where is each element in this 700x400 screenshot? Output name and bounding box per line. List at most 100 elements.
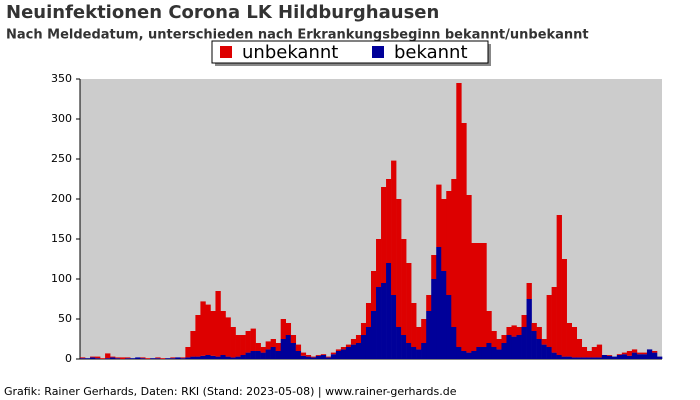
bar-segment — [365, 327, 372, 359]
bar-segment — [275, 351, 281, 359]
bar-segment — [250, 351, 256, 359]
bar-segment — [295, 351, 302, 359]
bar-segment — [335, 349, 342, 351]
bar-segment — [325, 356, 332, 358]
bar-segment — [591, 347, 598, 358]
bar-segment — [511, 336, 517, 359]
bar-segment — [230, 357, 236, 359]
bar-segment — [305, 356, 312, 359]
bar-segment — [496, 339, 502, 350]
bar-segment — [240, 355, 246, 359]
bar-segment — [190, 356, 196, 359]
bar-segment — [636, 354, 643, 359]
bar-segment — [441, 199, 447, 271]
bar-segment — [250, 328, 256, 351]
bar-segment — [105, 358, 111, 359]
bar-segment — [461, 123, 467, 351]
bar-segment — [601, 355, 608, 359]
bar-segment — [220, 311, 226, 355]
bar-segment — [300, 355, 307, 359]
bar-segment — [310, 356, 317, 358]
bar-segment — [446, 191, 452, 295]
bar-segment — [431, 279, 437, 359]
bar-segment — [461, 351, 467, 359]
bar-segment — [391, 295, 397, 359]
bar-segment — [170, 357, 176, 359]
bar-segment — [536, 339, 542, 359]
bar-segment — [566, 356, 572, 359]
bar-segment — [90, 357, 96, 359]
y-tick-label: 0 — [65, 352, 72, 365]
bar-segment — [606, 355, 613, 359]
bar-segment — [290, 343, 297, 359]
bar-segment — [225, 356, 231, 359]
bar-segment — [551, 287, 557, 353]
bar-segment — [310, 357, 317, 359]
bar-segment — [506, 335, 512, 359]
bar-segment — [446, 295, 452, 359]
bar-segment — [175, 357, 181, 359]
bar-segment — [421, 319, 427, 343]
bar-segment — [616, 354, 623, 355]
bar-segment — [471, 243, 477, 351]
bar-segment — [376, 239, 382, 287]
bar-segment — [325, 357, 332, 359]
bar-segment — [411, 347, 417, 359]
bar-segment — [416, 349, 422, 359]
bar-segment — [426, 311, 432, 359]
bar-segment — [270, 347, 276, 359]
bar-segment — [320, 354, 327, 355]
bar-segment — [526, 283, 532, 299]
bar-segment — [345, 344, 352, 347]
bar-segment — [200, 301, 206, 356]
bar-segment — [521, 327, 527, 359]
bar-segment — [240, 335, 246, 355]
bar-segment — [486, 343, 492, 359]
bar-segment — [386, 263, 392, 359]
bar-segment — [491, 347, 497, 359]
bar-segment — [205, 355, 211, 359]
bar-segment — [110, 356, 116, 358]
bar-segment — [561, 259, 567, 357]
bar-segment — [606, 355, 613, 356]
bar-segment — [631, 352, 638, 359]
bar-segment — [100, 358, 106, 359]
bar-segment — [245, 331, 251, 353]
bar-segment — [130, 358, 136, 359]
bar-segment — [476, 347, 482, 359]
bar-segment — [496, 349, 502, 359]
y-tick-label: 50 — [58, 312, 72, 325]
bar-segment — [225, 317, 231, 357]
bar-segment — [501, 343, 507, 359]
bar-segment — [170, 358, 176, 359]
bar-segment — [255, 351, 261, 359]
bar-segment — [406, 343, 412, 359]
footer: Grafik: Rainer Gerhards, Daten: RKI (Sta… — [4, 385, 457, 398]
bar-segment — [295, 344, 302, 351]
bar-segment — [371, 271, 377, 311]
legend-swatch — [220, 46, 232, 58]
bar-segment — [255, 343, 261, 351]
legend-swatch — [372, 46, 384, 58]
bar-segment — [190, 331, 196, 357]
bar-segment — [416, 327, 422, 350]
bar-segment — [360, 335, 367, 359]
bar-segment — [556, 355, 562, 359]
bar-segment — [90, 356, 96, 358]
bar-segment — [521, 315, 527, 327]
bar-segment — [596, 357, 603, 359]
bar-segment — [150, 358, 156, 359]
bar-segment — [441, 271, 447, 359]
bar-segment — [426, 295, 432, 311]
bar-segment — [401, 335, 407, 359]
bar-segment — [125, 358, 131, 359]
bar-segment — [631, 349, 638, 353]
bar-segment — [285, 323, 292, 335]
bar-segment — [526, 299, 532, 359]
bar-segment — [656, 356, 663, 359]
bar-segment — [636, 352, 643, 355]
bar-segment — [265, 341, 271, 350]
bar-segment — [95, 358, 101, 359]
bar-segment — [456, 83, 462, 347]
